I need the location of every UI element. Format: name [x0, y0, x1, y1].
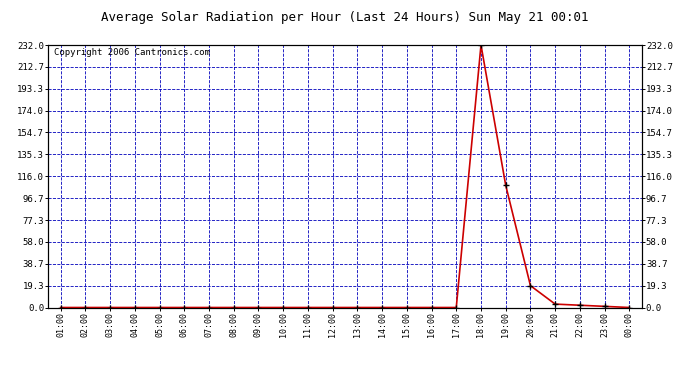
Text: Average Solar Radiation per Hour (Last 24 Hours) Sun May 21 00:01: Average Solar Radiation per Hour (Last 2…	[101, 11, 589, 24]
Text: Copyright 2006 Cantronics.com: Copyright 2006 Cantronics.com	[55, 48, 210, 57]
